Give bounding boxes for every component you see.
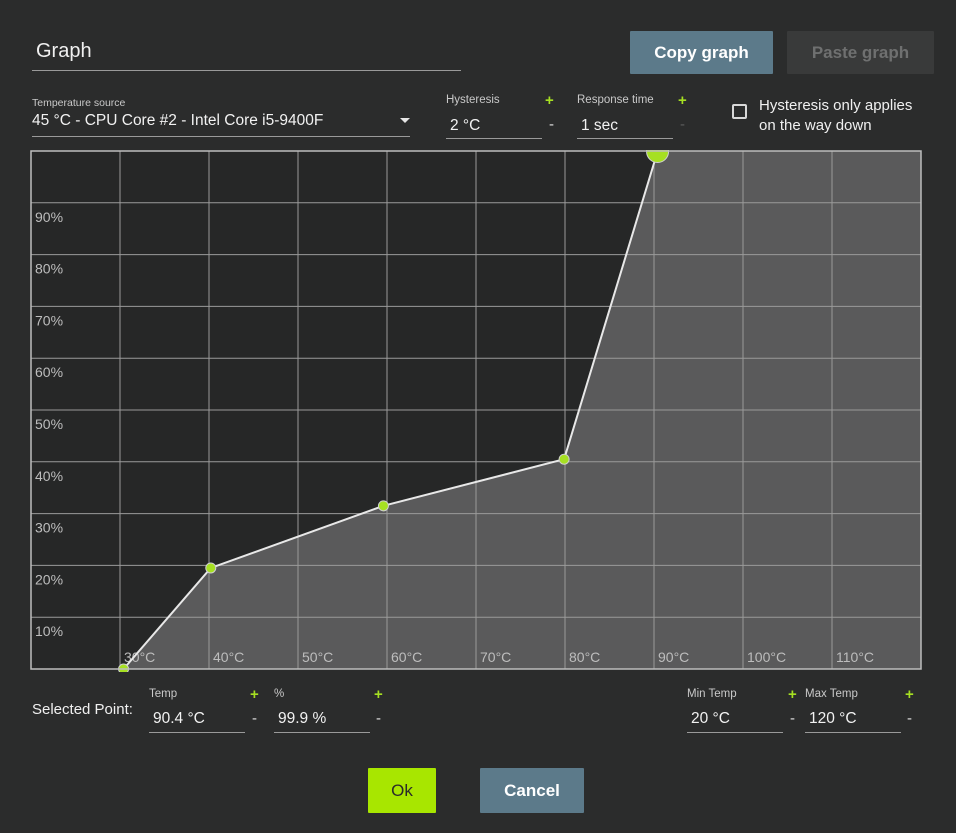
copy-graph-button[interactable]: Copy graph (630, 31, 773, 74)
graph-border (30, 150, 922, 670)
selected-temp-minus-button[interactable]: - (252, 710, 257, 727)
hysteresis-label: Hysteresis (446, 94, 500, 106)
temperature-source-underline (32, 136, 410, 137)
selected-percent-plus-button[interactable]: + (374, 686, 383, 703)
curve-point[interactable] (558, 453, 570, 465)
y-tick-label: 30% (35, 520, 63, 536)
curve-point[interactable] (118, 663, 130, 672)
selected-percent-underline (274, 732, 370, 733)
x-tick-label: 70°C (480, 649, 511, 665)
max-temp-underline (805, 732, 901, 733)
temperature-source-select[interactable]: 45 °C - CPU Core #2 - Intel Core i5-9400… (32, 112, 324, 129)
max-temp-input[interactable]: 120 °C (809, 710, 857, 727)
hysteresis-down-label-line2: on the way down (759, 117, 872, 134)
max-temp-label: Max Temp (805, 688, 858, 700)
y-tick-label: 60% (35, 364, 63, 380)
graph-name-underline (32, 70, 461, 71)
fan-curve-graph[interactable]: 30°C 40°C 50°C 60°C 70°C 80°C 90°C 100°C 110°C 10… (30, 150, 923, 672)
min-temp-input[interactable]: 20 °C (691, 710, 730, 727)
min-temp-minus-button[interactable]: - (790, 710, 795, 727)
response-time-underline (577, 138, 673, 139)
curve-point[interactable] (205, 562, 217, 574)
curve-point[interactable] (377, 500, 389, 512)
hysteresis-plus-button[interactable]: + (545, 92, 554, 109)
min-temp-plus-button[interactable]: + (788, 686, 797, 703)
y-tick-label: 20% (35, 571, 63, 587)
curve-fill-area (123, 151, 921, 669)
hysteresis-down-checkbox[interactable] (732, 104, 747, 119)
y-tick-label: 50% (35, 416, 63, 432)
ok-button[interactable]: Ok (368, 768, 436, 813)
x-tick-label: 60°C (391, 649, 422, 665)
hysteresis-input[interactable]: 2 °C (450, 117, 481, 134)
hysteresis-down-label: Hysteresis only applies on the way down (759, 96, 912, 136)
selected-temp-plus-button[interactable]: + (250, 686, 259, 703)
selected-percent-minus-button[interactable]: - (376, 710, 381, 727)
paste-graph-button: Paste graph (787, 31, 934, 74)
temperature-source-label: Temperature source (32, 97, 126, 109)
x-tick-label: 100°C (747, 649, 786, 665)
response-time-minus-button: - (680, 116, 685, 133)
min-temp-underline (687, 732, 783, 733)
selected-temp-input[interactable]: 90.4 °C (153, 710, 205, 727)
y-tick-label: 90% (35, 209, 63, 225)
y-tick-label: 40% (35, 468, 63, 484)
selected-percent-label: % (274, 688, 285, 700)
cancel-button[interactable]: Cancel (480, 768, 584, 813)
x-tick-label: 80°C (569, 649, 600, 665)
selected-temp-label: Temp (149, 688, 178, 700)
chevron-down-icon[interactable] (400, 118, 410, 123)
x-tick-label: 90°C (658, 649, 689, 665)
x-tick-label: 110°C (836, 649, 874, 665)
max-temp-minus-button[interactable]: - (907, 710, 912, 727)
y-tick-label: 70% (35, 312, 63, 328)
hysteresis-down-label-line1: Hysteresis only applies (759, 97, 913, 114)
max-temp-plus-button[interactable]: + (905, 686, 914, 703)
y-tick-label: 10% (35, 623, 63, 639)
y-tick-label: 80% (35, 261, 63, 277)
min-temp-label: Min Temp (687, 688, 737, 700)
hysteresis-minus-button[interactable]: - (549, 116, 554, 133)
response-time-plus-button[interactable]: + (678, 92, 687, 109)
response-time-input[interactable]: 1 sec (581, 117, 619, 134)
selected-point-label: Selected Point: (32, 701, 133, 718)
selected-percent-input[interactable]: 99.9 % (278, 710, 327, 727)
selected-temp-underline (149, 732, 245, 733)
graph-name-input[interactable]: Graph (36, 40, 92, 62)
response-time-label: Response time (577, 94, 654, 106)
hysteresis-underline (446, 138, 542, 139)
x-tick-label: 50°C (302, 649, 333, 665)
x-tick-label: 40°C (213, 649, 244, 665)
x-tick-label: 30°C (124, 649, 155, 665)
